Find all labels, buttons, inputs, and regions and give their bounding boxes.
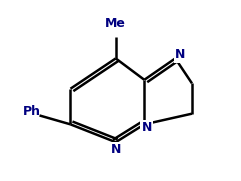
Text: Ph: Ph bbox=[23, 105, 41, 118]
Text: Me: Me bbox=[105, 17, 126, 30]
Text: N: N bbox=[175, 48, 185, 61]
Text: N: N bbox=[141, 121, 152, 134]
Text: N: N bbox=[111, 143, 121, 156]
